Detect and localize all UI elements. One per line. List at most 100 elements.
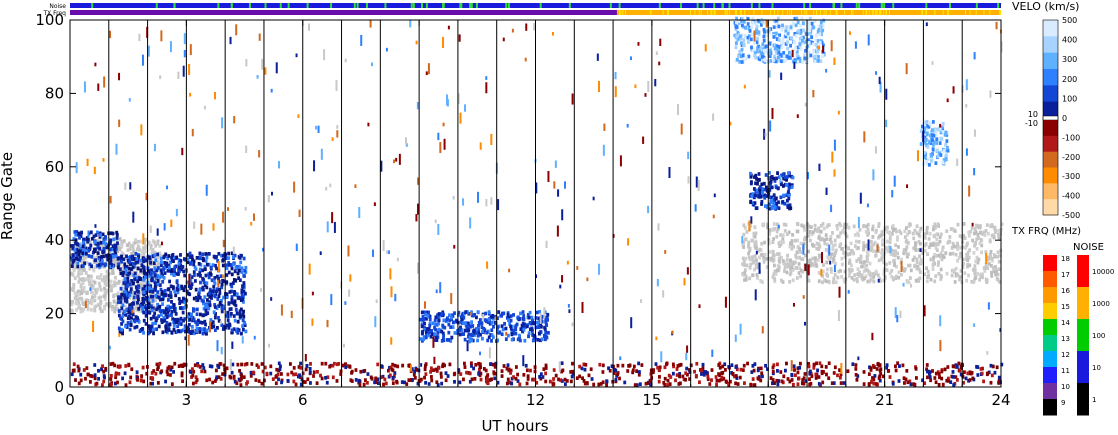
speckle-cell <box>837 110 840 115</box>
scatter-cell <box>878 234 882 238</box>
scatter-cell <box>447 338 451 342</box>
strip-tick <box>868 10 870 15</box>
speckle-cell <box>317 125 320 133</box>
speckle-cell <box>443 138 446 150</box>
scatter-cell <box>174 312 178 316</box>
scatter-cell <box>925 225 929 230</box>
scatter-cell <box>216 297 220 301</box>
speckle-cell <box>812 89 815 98</box>
scatter-cell <box>717 378 721 383</box>
scatter-cell <box>740 23 744 28</box>
scatter-cell <box>875 367 879 371</box>
speckle-cell <box>415 40 418 45</box>
scatter-cell <box>97 239 101 244</box>
strip-tick <box>721 3 724 8</box>
scatter-cell <box>470 338 474 343</box>
scatter-cell <box>234 329 238 333</box>
scatter-cell <box>939 273 943 278</box>
scatter-cell <box>666 378 670 383</box>
scatter-cell <box>540 319 544 324</box>
speckle-cell <box>871 332 874 341</box>
scatter-cell <box>866 227 870 232</box>
scatter-cell <box>186 329 190 333</box>
scatter-cell <box>129 375 133 380</box>
scatter-cell <box>927 237 931 241</box>
scatter-cell <box>82 237 85 242</box>
scatter-cell <box>753 41 756 45</box>
scatter-cell <box>195 326 199 331</box>
scatter-cell <box>845 223 849 227</box>
scatter-cell <box>109 362 113 366</box>
scatter-cell <box>812 366 816 370</box>
scatter-cell <box>101 250 105 254</box>
scatter-cell <box>279 364 282 369</box>
scatter-cell <box>522 317 526 322</box>
speckle-cell <box>163 223 166 231</box>
scatter-cell <box>806 25 810 30</box>
scatter-cell <box>925 367 929 372</box>
scatter-cell <box>131 312 135 317</box>
scatter-cell <box>856 231 860 236</box>
scatter-cell <box>749 223 753 228</box>
scatter-cell <box>535 381 539 385</box>
speckle-cell <box>404 137 407 145</box>
scatter-cell <box>136 260 140 264</box>
scatter-cell <box>583 381 587 386</box>
scatter-cell <box>962 222 966 226</box>
scatter-cell <box>944 153 948 157</box>
speckle-cell <box>654 78 657 87</box>
scatter-cell <box>739 36 743 41</box>
scatter-cell <box>777 379 781 383</box>
scatter-cell <box>829 252 833 256</box>
scatter-cell <box>989 363 993 368</box>
scatter-cell <box>447 330 451 335</box>
scatter-cell <box>496 380 500 385</box>
scatter-cell <box>858 270 862 275</box>
scatter-cell <box>116 291 120 296</box>
scatter-cell <box>873 374 877 378</box>
scatter-cell <box>810 232 814 237</box>
scatter-cell <box>735 16 739 21</box>
strip-tick <box>740 10 742 15</box>
scatter-cell <box>688 377 692 381</box>
scatter-cell <box>210 293 214 298</box>
scatter-cell <box>803 56 807 61</box>
scatter-cell <box>222 324 226 329</box>
scatter-cell <box>135 247 139 252</box>
scatter-cell <box>249 374 253 378</box>
scatter-cell <box>172 272 176 277</box>
scatter-cell <box>154 275 158 280</box>
scatter-cell <box>563 382 567 386</box>
scatter-cell <box>200 369 204 374</box>
scatter-cell <box>215 287 219 291</box>
scatter-cell <box>150 376 154 380</box>
scatter-cell <box>215 306 219 310</box>
scatter-cell <box>752 187 756 191</box>
scatter-cell <box>242 309 245 314</box>
scatter-cell <box>871 272 875 277</box>
scatter-cell <box>589 367 593 372</box>
scatter-cell <box>131 262 135 266</box>
scatter-cell <box>490 328 494 333</box>
scatter-cell <box>807 364 811 369</box>
scatter-cell <box>767 28 771 33</box>
scatter-cell <box>96 303 100 307</box>
scatter-cell <box>813 54 817 59</box>
scatter-cell <box>792 244 796 249</box>
scatter-cell <box>911 231 915 236</box>
scatter-cell <box>124 324 127 329</box>
strip-tick <box>989 10 991 15</box>
scatter-cell <box>179 253 182 257</box>
scatter-cell <box>888 240 892 245</box>
scatter-cell <box>649 368 653 373</box>
scatter-cell <box>428 323 432 328</box>
scatter-cell <box>278 367 282 372</box>
scatter-cell <box>472 328 476 333</box>
scatter-cell <box>783 175 787 180</box>
scatter-cell <box>160 271 164 276</box>
speckle-cell <box>132 211 135 223</box>
scatter-cell <box>536 337 540 342</box>
scatter-cell <box>433 318 437 323</box>
scatter-cell <box>484 319 488 324</box>
scatter-cell <box>74 250 78 255</box>
